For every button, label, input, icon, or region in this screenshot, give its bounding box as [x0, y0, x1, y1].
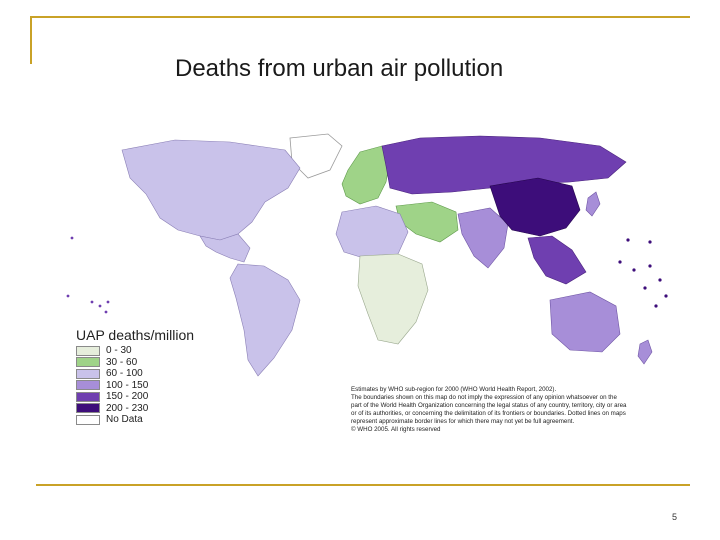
map-region-eastern-europe-russia — [381, 135, 627, 195]
note-line: © WHO 2005. All rights reserved — [351, 426, 441, 433]
legend-swatch — [76, 380, 100, 391]
note-line: Estimates by WHO sub-region for 2000 (WH… — [351, 386, 557, 393]
legend-label: 60 - 100 — [106, 368, 143, 380]
legend-item: 60 - 100 — [76, 368, 194, 380]
note-line: represent approximate border lines for w… — [351, 418, 575, 425]
legend-label: 200 - 230 — [106, 402, 149, 414]
map-region-oceania — [549, 291, 621, 353]
map-region-japan — [585, 191, 601, 217]
legend-item: 150 - 200 — [76, 391, 194, 403]
world-map — [66, 133, 668, 377]
legend-item: 100 - 150 — [76, 380, 194, 392]
legend-item: 30 - 60 — [76, 357, 194, 369]
map-region-north-america — [121, 139, 301, 241]
slide-frame-bottom-line — [36, 484, 690, 486]
page-number: 5 — [672, 512, 678, 522]
legend-swatch — [76, 391, 100, 402]
legend-swatch — [76, 357, 100, 368]
slide-frame-top-line — [30, 16, 690, 18]
pacific-island-markers — [618, 238, 668, 308]
note-line: part of the World Health Organization co… — [351, 402, 627, 409]
map-region-north-africa — [335, 205, 409, 261]
legend-swatch — [76, 345, 100, 356]
legend-item: 0 - 30 — [76, 345, 194, 357]
note-line: The boundaries shown on this map do not … — [351, 394, 617, 401]
legend-title: UAP deaths/million — [76, 327, 195, 343]
legend-label: 30 - 60 — [106, 356, 138, 368]
legend-label: 100 - 150 — [106, 379, 149, 391]
map-legend: UAP deaths/million 0 - 30 30 - 60 60 - 1… — [76, 327, 194, 426]
map-region-south-asia — [457, 207, 509, 269]
note-line: or of its authorities, or concerning the… — [351, 410, 626, 417]
map-region-central-america — [199, 233, 251, 263]
legend-swatch — [76, 414, 100, 425]
slide-frame-vertical-line — [30, 16, 32, 64]
legend-swatch — [76, 368, 100, 379]
legend-label: 150 - 200 — [106, 391, 149, 403]
map-region-china — [489, 177, 581, 237]
legend-item: No Data — [76, 414, 194, 426]
legend-item: 200 - 230 — [76, 403, 194, 415]
map-region-south-america — [229, 263, 301, 377]
map-region-southeast-asia — [527, 235, 587, 285]
slide-title: Deaths from urban air pollution — [175, 55, 504, 82]
map-region-new-zealand — [637, 339, 653, 365]
map-region-sub-saharan-africa — [357, 253, 429, 345]
map-region-western-europe — [341, 145, 391, 205]
map-disclaimer-note: Estimates by WHO sub-region for 2000 (WH… — [351, 386, 681, 434]
legend-swatch — [76, 403, 100, 414]
legend-label: 0 - 30 — [106, 345, 132, 357]
atlantic-island-markers — [66, 236, 110, 314]
legend-label: No Data — [106, 414, 143, 426]
